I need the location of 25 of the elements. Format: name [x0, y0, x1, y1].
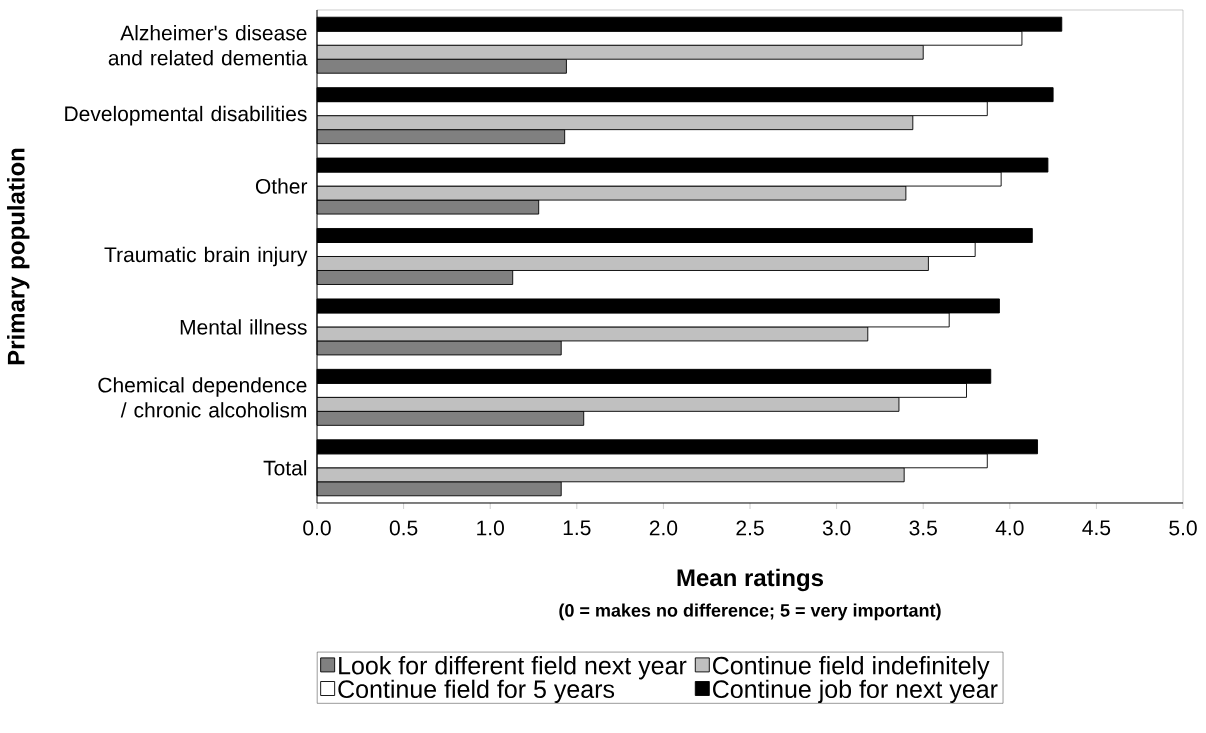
y-tick-label: Mental illness — [180, 319, 307, 335]
legend-label: Continue field indefinitely — [713, 656, 990, 680]
x-tick-label: 2.5 — [736, 520, 764, 536]
legend-label: Look for different field next year — [339, 656, 687, 680]
y-tick-label: Chemical dependence / chronic alcoholism — [98, 377, 307, 418]
y-tick-label: Developmental disabilities — [65, 105, 307, 126]
y-axis-title: Primary population — [7, 148, 30, 365]
x-tick-label: 3.5 — [909, 520, 937, 536]
y-tick-label: Total — [263, 460, 307, 476]
y-tick-label: Alzheimer's disease and related dementia — [108, 25, 308, 66]
x-tick-label: 0.5 — [389, 520, 418, 536]
y-tick-label: Other — [255, 178, 308, 194]
y-tick-label: Traumatic brain injury — [104, 246, 308, 267]
legend-label: Continue job for next year — [713, 679, 998, 704]
x-tick-label: 5.0 — [1169, 520, 1197, 536]
x-tick-label: 1.0 — [477, 520, 504, 536]
x-tick-label: 4.0 — [995, 520, 1024, 536]
text: (0 = makes no difference; 5 = very important) — [559, 603, 941, 621]
x-tick-label: 1.5 — [563, 520, 591, 536]
x-axis-title: Mean ratings — [677, 568, 824, 592]
x-tick-label: 2.0 — [649, 520, 678, 536]
x-tick-label: 4.5 — [1082, 520, 1111, 536]
x-tick-label: 3.0 — [822, 520, 851, 536]
x-tick-label: 0.0 — [303, 520, 331, 536]
legend-label: Continue field for 5 years — [338, 679, 615, 704]
